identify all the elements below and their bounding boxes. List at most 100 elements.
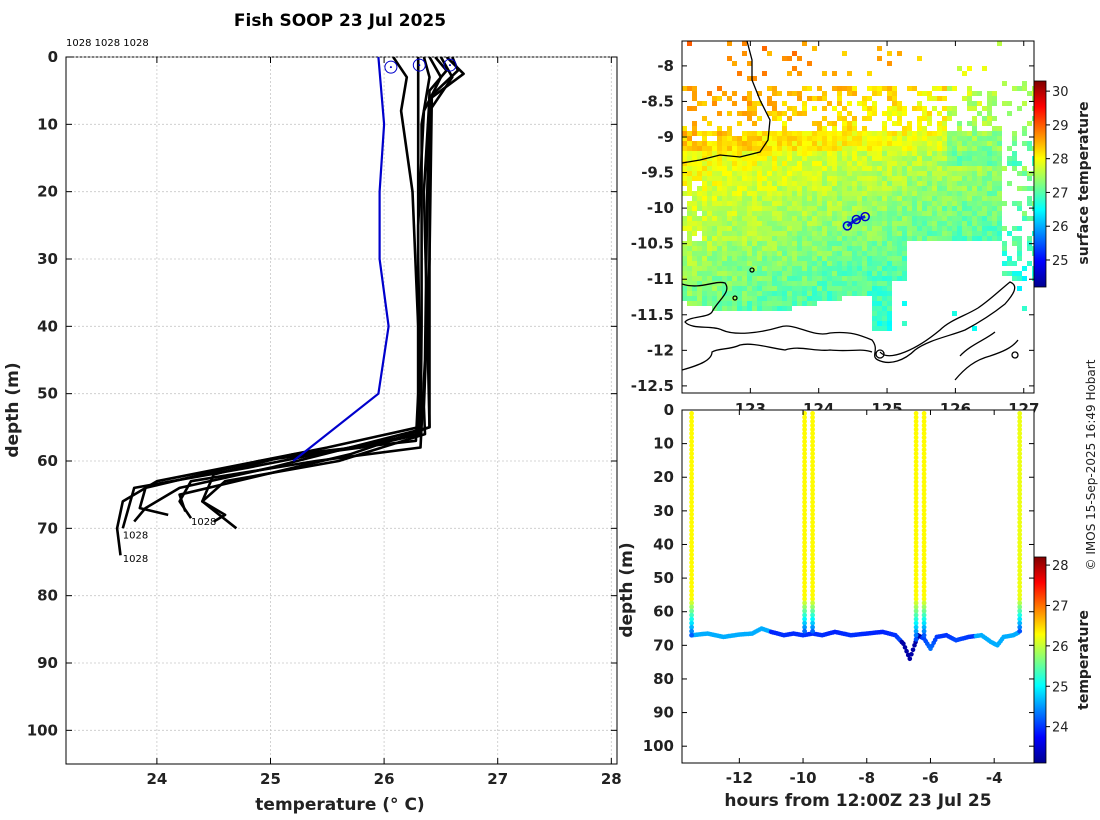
- sst-pixel: [957, 126, 962, 131]
- sst-pixel: [867, 286, 872, 291]
- sst-pixel: [887, 91, 892, 96]
- sst-pixel: [687, 221, 692, 226]
- sst-pixel: [942, 141, 947, 146]
- section-point: [810, 576, 815, 582]
- section-point: [913, 588, 919, 594]
- sst-pixel: [822, 201, 827, 206]
- ship-track-point: [851, 214, 862, 225]
- sst-pixel: [732, 291, 737, 296]
- sst-pixel: [1027, 91, 1032, 96]
- sst-pixel: [912, 176, 917, 181]
- sst-pixel: [772, 256, 777, 261]
- sst-pixel: [982, 211, 987, 216]
- sst-pixel: [807, 246, 812, 251]
- sst-pixel: [922, 211, 927, 216]
- sst-pixel: [877, 46, 882, 51]
- sst-pixel: [912, 221, 917, 226]
- sst-pixel: [822, 186, 827, 191]
- sst-pixel: [872, 151, 877, 156]
- sst-pixel: [872, 186, 877, 191]
- sst-pixel: [697, 191, 702, 196]
- sst-pixel: [932, 196, 937, 201]
- sst-pixel: [762, 151, 767, 156]
- sst-pixel: [747, 256, 752, 261]
- sst-pixel: [882, 306, 887, 311]
- sst-pixel: [882, 256, 887, 261]
- sst-pixel: [897, 211, 902, 216]
- sst-pixel: [732, 91, 737, 96]
- sst-pixel: [727, 216, 732, 221]
- sst-pixel: [682, 296, 687, 301]
- sst-pixel: [812, 296, 817, 301]
- sst-pixel: [767, 296, 772, 301]
- sst-pixel: [702, 196, 707, 201]
- section-point: [802, 467, 807, 473]
- sst-pixel: [927, 206, 932, 211]
- section-point: [913, 540, 919, 545]
- section-point: [802, 588, 807, 594]
- sst-pixel: [927, 201, 932, 206]
- section-point: [810, 487, 815, 493]
- sst-pixel: [792, 296, 797, 301]
- sst-pixel: [752, 276, 757, 281]
- section-point: [921, 624, 927, 630]
- sst-pixel: [842, 246, 847, 251]
- sst-pixel: [837, 226, 842, 231]
- sst-pixel: [697, 186, 702, 191]
- sst-pixel: [722, 231, 727, 236]
- section-point: [689, 511, 694, 517]
- sst-pixel: [782, 201, 787, 206]
- section-point: [1017, 604, 1023, 610]
- section-point: [913, 544, 919, 549]
- sst-pixel: [927, 221, 932, 226]
- section-point: [921, 499, 927, 505]
- section-point: [802, 564, 807, 570]
- section-point: [913, 596, 919, 602]
- sst-pixel: [942, 161, 947, 166]
- sst-pixel: [692, 201, 697, 206]
- section-point: [1017, 620, 1023, 626]
- sst-pixel: [782, 171, 787, 176]
- sst-pixel: [827, 276, 832, 281]
- sst-pixel: [892, 156, 897, 161]
- sst-pixel: [847, 131, 852, 136]
- sst-pixel: [972, 176, 977, 181]
- sst-pixel: [862, 281, 867, 286]
- sst-pixel: [907, 201, 912, 206]
- sst-pixel: [847, 86, 852, 91]
- sst-pixel: [847, 141, 852, 146]
- sst-pixel: [777, 91, 782, 96]
- sst-pixel: [737, 71, 742, 76]
- section-point: [802, 608, 807, 614]
- section-point: [689, 624, 694, 630]
- sst-pixel: [857, 166, 862, 171]
- sst-pixel: [727, 301, 732, 306]
- sst-pixel: [892, 261, 897, 266]
- section-point: [810, 451, 815, 457]
- section-point: [689, 620, 694, 626]
- sst-pixel: [797, 296, 802, 301]
- sst-pixel: [752, 281, 757, 286]
- section-point: [1017, 600, 1023, 606]
- sst-pixel: [872, 251, 877, 256]
- sst-pixel: [757, 271, 762, 276]
- sst-pixel: [797, 291, 802, 296]
- sst-pixel: [717, 166, 722, 171]
- section-point: [913, 511, 919, 517]
- section-point: [810, 503, 815, 509]
- sst-pixel: [682, 146, 687, 151]
- sst-pixel: [882, 201, 887, 206]
- sst-pixel: [697, 281, 702, 286]
- section-point: [689, 580, 694, 586]
- sst-pixel: [1012, 166, 1017, 171]
- sst-pixel: [697, 206, 702, 211]
- sst-pixel: [792, 216, 797, 221]
- sst-pixel: [737, 306, 742, 311]
- sst-pixel: [907, 231, 912, 236]
- sst-pixel: [892, 131, 897, 136]
- section-point: [810, 580, 815, 586]
- sst-pixel: [812, 251, 817, 256]
- sst-pixel: [932, 156, 937, 161]
- sst-pixel: [737, 271, 742, 276]
- sst-pixel: [807, 181, 812, 186]
